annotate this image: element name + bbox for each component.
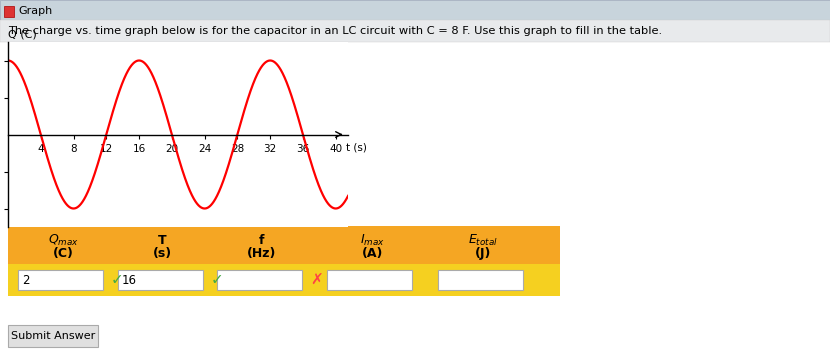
Text: $E_{total}$: $E_{total}$ [468,232,498,247]
Text: ✗: ✗ [310,272,323,287]
FancyBboxPatch shape [327,270,413,290]
Text: ✓: ✓ [211,272,223,287]
Text: (Hz): (Hz) [247,247,276,261]
Text: $I_{max}$: $I_{max}$ [360,232,385,247]
Bar [0,0,830,20]
Text: f: f [259,233,265,246]
Bar [4,6,14,17]
Text: T: T [159,233,167,246]
Text: (C): (C) [53,247,74,261]
Text: Submit Answer: Submit Answer [11,331,95,341]
Text: (s): (s) [153,247,172,261]
Text: The charge vs. time graph below is for the capacitor in an LC circuit with C = 8: The charge vs. time graph below is for t… [8,26,662,36]
FancyBboxPatch shape [118,270,203,290]
FancyBboxPatch shape [8,325,98,347]
FancyBboxPatch shape [18,270,103,290]
Bar [8,264,560,296]
Bar [8,226,560,264]
FancyBboxPatch shape [437,270,523,290]
Text: (A): (A) [362,247,383,261]
Bar [0,20,830,42]
Text: ✓: ✓ [111,272,124,287]
Text: Graph: Graph [18,5,52,15]
FancyBboxPatch shape [217,270,302,290]
Text: $Q_{max}$: $Q_{max}$ [47,232,79,247]
Text: (J): (J) [475,247,491,261]
Text: Q (C): Q (C) [8,29,37,39]
Text: 2: 2 [22,273,30,287]
Text: 16: 16 [121,273,137,287]
Text: t (s): t (s) [346,143,367,153]
